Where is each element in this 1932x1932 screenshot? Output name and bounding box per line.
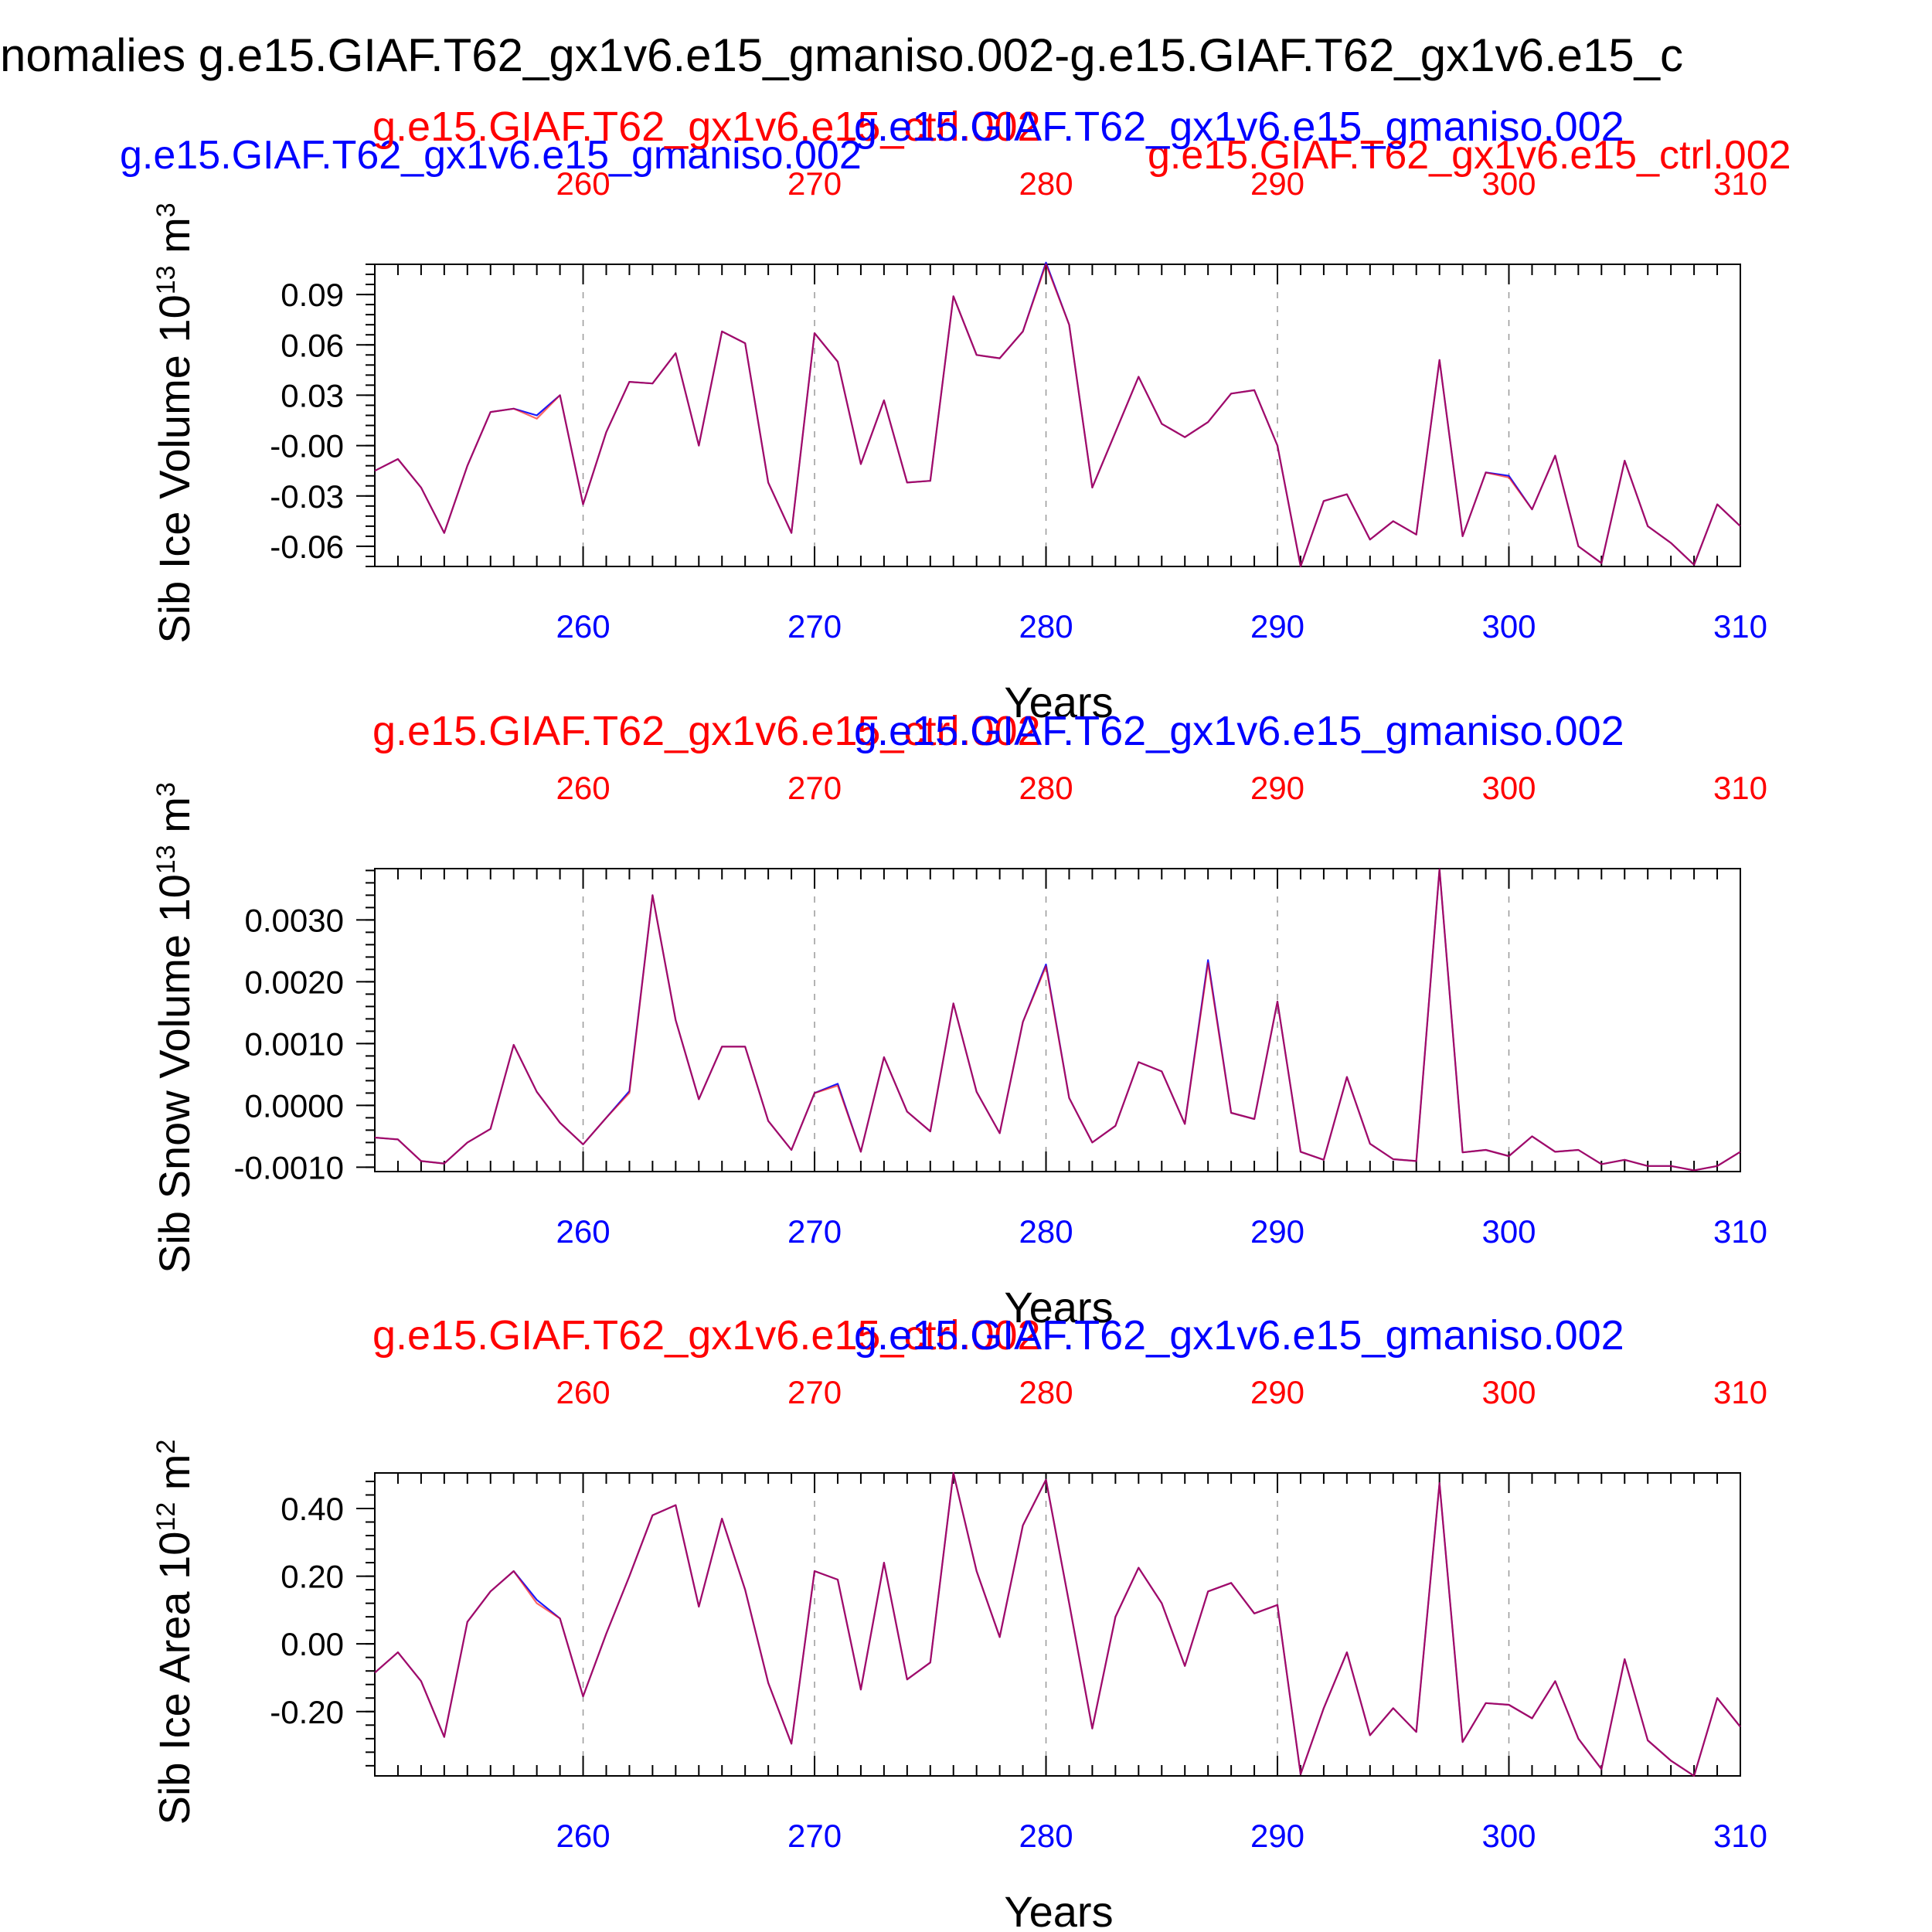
y-axis-label: Sib Ice Area 1012 m2 — [150, 1440, 199, 1825]
series-line-ctrl — [374, 868, 1741, 1172]
series-line-ctrl — [374, 263, 1741, 568]
case-label-ctrl: g.e15.GIAF.T62_gx1v6.e15_ctrl.002 — [372, 104, 1041, 150]
y-axis-label-exponent: 13 — [151, 845, 181, 874]
y-axis-label-text: m — [150, 797, 199, 845]
y-axis-label-text: Sib Ice Volume 10 — [150, 294, 199, 643]
y-axis-label-text: m — [150, 217, 199, 265]
x-tick-label-top: 260 — [556, 165, 611, 202]
x-tick-label-top: 310 — [1713, 165, 1767, 202]
case-label-ctrl: g.e15.GIAF.T62_gx1v6.e15_ctrl.002 — [372, 1312, 1041, 1359]
y-tick-label: -0.20 — [270, 1694, 344, 1730]
x-tick-label-bottom: 310 — [1713, 608, 1767, 645]
y-axis-label-exponent: 12 — [151, 1502, 181, 1532]
extra-label-red: g.e15.GIAF.T62_gx1v6.e15_ctrl.002 — [1148, 133, 1791, 178]
x-tick-label-bottom: 300 — [1481, 608, 1536, 645]
x-tick-label-bottom: 300 — [1481, 1213, 1536, 1250]
x-tick-label-bottom: 310 — [1713, 1213, 1767, 1250]
y-tick-label: 0.00 — [281, 1626, 344, 1662]
series-line-gmaniso — [374, 1471, 1741, 1777]
y-tick-label: 0.0020 — [245, 964, 344, 1000]
x-axis-label: Years — [1004, 1283, 1113, 1332]
y-tick-label: -0.00 — [270, 428, 344, 464]
y-tick-label: -0.06 — [270, 529, 344, 565]
x-tick-label-top: 280 — [1019, 770, 1073, 806]
x-tick-label-top: 290 — [1250, 165, 1304, 202]
x-axis-label: Years — [1004, 1887, 1113, 1932]
x-tick-label-bottom: 280 — [1019, 1213, 1073, 1250]
x-tick-label-bottom: 280 — [1019, 608, 1073, 645]
x-tick-label-top: 280 — [1019, 1374, 1073, 1410]
x-tick-label-bottom: 280 — [1019, 1818, 1073, 1854]
x-tick-label-bottom: 260 — [556, 1213, 611, 1250]
y-axis-label-exponent: 3 — [151, 782, 181, 797]
x-tick-label-bottom: 290 — [1250, 1213, 1304, 1250]
x-tick-label-top: 300 — [1481, 165, 1536, 202]
y-axis-label-text: m — [150, 1454, 199, 1502]
x-tick-label-bottom: 290 — [1250, 608, 1304, 645]
y-axis-label-text: Sib Snow Volume 10 — [150, 874, 199, 1274]
y-tick-label: 0.09 — [281, 277, 344, 313]
y-axis-label-text: Sib Ice Area 10 — [150, 1532, 199, 1825]
extra-label-blue: g.e15.GIAF.T62_gx1v6.e15_gmaniso.002 — [120, 133, 862, 178]
plot-frame — [374, 264, 1741, 567]
case-label-gmaniso: g.e15.GIAF.T62_gx1v6.e15_gmaniso.002 — [854, 708, 1624, 754]
x-tick-label-top: 270 — [787, 1374, 842, 1410]
x-tick-label-top: 270 — [787, 770, 842, 806]
y-axis-label-exponent: 13 — [151, 265, 181, 294]
x-tick-label-bottom: 260 — [556, 608, 611, 645]
y-tick-label: 0.20 — [281, 1559, 344, 1595]
x-tick-label-bottom: 290 — [1250, 1818, 1304, 1854]
y-tick-label: -0.0010 — [234, 1149, 344, 1185]
y-axis-label-exponent: 3 — [151, 202, 181, 217]
panel-3: 0.40 0.20 0.00 -0.20 260 260 270 270 280 280 290 29… — [150, 1312, 1767, 1932]
x-tick-label-top: 290 — [1250, 770, 1304, 806]
series-line-gmaniso — [374, 868, 1741, 1172]
x-tick-label-bottom: 300 — [1481, 1818, 1536, 1854]
y-tick-label: 0.0000 — [245, 1087, 344, 1124]
panel-2: 0.0030 0.0020 0.0010 0.0000 -0.0010 260 260 270… — [150, 708, 1767, 1332]
x-tick-label-bottom: 270 — [787, 1213, 842, 1250]
x-tick-label-top: 270 — [787, 165, 842, 202]
y-tick-label: 0.0010 — [245, 1026, 344, 1062]
x-tick-label-top: 260 — [556, 1374, 611, 1410]
x-tick-label-bottom: 260 — [556, 1818, 611, 1854]
y-axis-label: Sib Snow Volume 1013 m3 — [150, 782, 199, 1274]
x-tick-label-bottom: 270 — [787, 1818, 842, 1854]
x-tick-label-bottom: 270 — [787, 608, 842, 645]
plot-frame — [374, 1472, 1741, 1777]
x-tick-label-top: 310 — [1713, 1374, 1767, 1410]
series-line-gmaniso — [374, 261, 1741, 568]
x-tick-label-top: 300 — [1481, 770, 1536, 806]
case-label-gmaniso: g.e15.GIAF.T62_gx1v6.e15_gmaniso.002 — [854, 1312, 1624, 1359]
x-tick-label-top: 310 — [1713, 770, 1767, 806]
y-axis-label: Sib Ice Volume 1013 m3 — [150, 202, 199, 643]
y-tick-label: 0.06 — [281, 327, 344, 363]
y-tick-label: -0.03 — [270, 478, 344, 515]
x-tick-label-top: 300 — [1481, 1374, 1536, 1410]
x-axis-label: Years — [1004, 678, 1113, 726]
x-tick-label-top: 290 — [1250, 1374, 1304, 1410]
panel-1: 0.09 0.06 0.03 -0.00 -0.03 -0.06 260 260 270 270 2… — [150, 104, 1767, 726]
case-label-gmaniso: g.e15.GIAF.T62_gx1v6.e15_gmaniso.002 — [854, 104, 1624, 150]
main-title: nomalies g.e15.GIAF.T62_gx1v6.e15_gmanis… — [0, 29, 1683, 81]
x-tick-label-bottom: 310 — [1713, 1818, 1767, 1854]
x-tick-label-top: 280 — [1019, 165, 1073, 202]
y-tick-label: 0.03 — [281, 377, 344, 413]
y-axis-label-exponent: 2 — [151, 1440, 181, 1454]
plot-frame — [374, 868, 1741, 1172]
case-label-ctrl: g.e15.GIAF.T62_gx1v6.e15_ctrl.002 — [372, 708, 1041, 754]
series-line-ctrl — [374, 1471, 1741, 1777]
y-tick-label: 0.0030 — [245, 902, 344, 938]
y-tick-label: 0.40 — [281, 1491, 344, 1527]
x-tick-label-top: 260 — [556, 770, 611, 806]
